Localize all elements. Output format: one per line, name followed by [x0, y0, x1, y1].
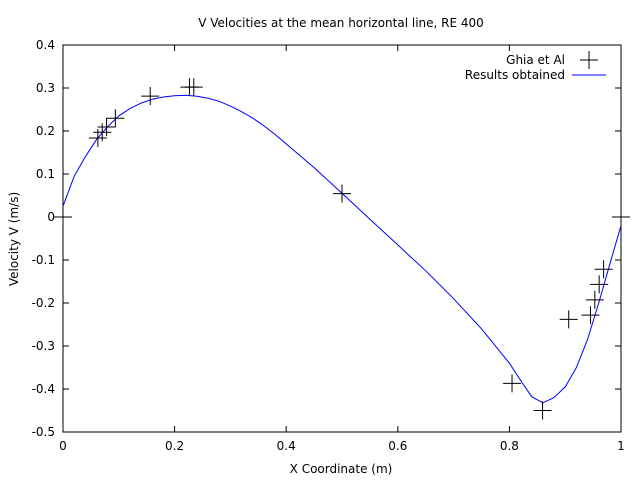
data-point-ghia: [184, 78, 203, 97]
series-line-results: [62, 94, 622, 404]
data-point-ghia: [590, 275, 609, 294]
data-point-ghia: [333, 184, 351, 203]
y-tick-label: -0.1: [32, 253, 55, 267]
data-point-ghia: [141, 87, 160, 106]
data-point-ghia: [581, 306, 600, 325]
y-tick-label: 0.2: [36, 124, 55, 138]
legend-label-results: Results obtained: [465, 68, 565, 82]
y-tick-label: -0.2: [32, 296, 55, 310]
x-tick-label: 1: [617, 439, 625, 453]
y-axis: 0.4 0.3 0.2 0.1 0 -0.1 -0.2 -0.3 -0.4 -0.5: [32, 38, 621, 439]
data-point-ghia: [612, 208, 630, 226]
x-tick-label: 0.6: [388, 439, 407, 453]
x-axis-label: X Coordinate (m): [290, 462, 393, 476]
y-tick-label: 0.3: [36, 81, 55, 95]
series-layer: [54, 78, 630, 420]
data-point-ghia: [54, 208, 72, 226]
x-tick-label: 0: [59, 439, 67, 453]
legend: Ghia et Al Results obtained: [465, 51, 606, 82]
data-point-ghia: [503, 374, 522, 393]
y-tick-label: -0.5: [32, 425, 55, 439]
x-tick-label: 0.8: [500, 439, 519, 453]
data-point-ghia: [93, 123, 112, 142]
y-axis-label: Velocity V (m/s): [7, 192, 21, 286]
x-tick-label: 0.4: [277, 439, 296, 453]
data-point-ghia: [585, 290, 604, 309]
x-axis: 0 0.2 0.4 0.6 0.8 1: [59, 45, 625, 453]
data-point-ghia: [97, 118, 116, 137]
legend-label-ghia: Ghia et Al: [506, 53, 565, 67]
data-point-ghia: [594, 260, 613, 279]
chart-title: V Velocities at the mean horizontal line…: [198, 16, 484, 30]
y-tick-label: -0.3: [32, 339, 55, 353]
x-tick-label: 0.2: [165, 439, 184, 453]
legend-marker-ghia: [580, 51, 598, 69]
y-tick-label: 0.1: [36, 167, 55, 181]
y-tick-label: 0: [47, 210, 55, 224]
y-tick-label: 0.4: [36, 38, 55, 52]
data-point-ghia: [106, 109, 125, 128]
data-point-ghia: [533, 401, 552, 420]
y-tick-label: -0.4: [32, 382, 55, 396]
data-point-ghia: [559, 310, 578, 329]
plot-frame: [62, 44, 622, 433]
plot-area: [62, 44, 622, 433]
